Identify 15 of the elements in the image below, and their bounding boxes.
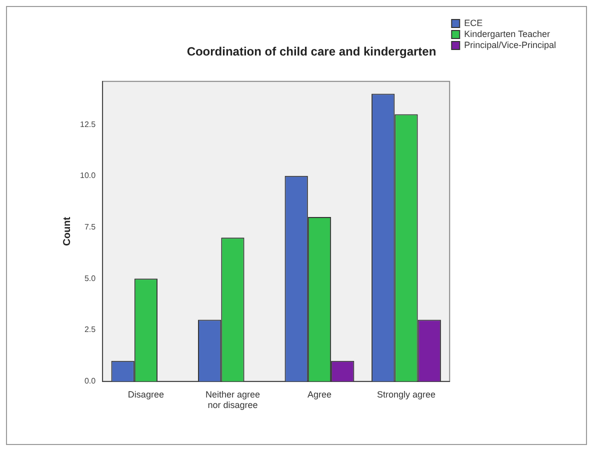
x-tick-label: Disagree [128, 389, 164, 400]
y-tick-label: 5.0 [84, 274, 96, 283]
x-tick-label: Strongly agree [376, 389, 436, 400]
y-tick-label: 2.5 [84, 325, 96, 334]
y-tick-label: 7.5 [84, 222, 96, 232]
y-tick-label: 0.0 [84, 376, 96, 386]
y-tick-label: 12.5 [80, 120, 96, 129]
legend-label: Principal/Vice-Principal [464, 40, 556, 50]
y-axis-title: Count [62, 216, 73, 246]
x-tick-label: Agree [307, 389, 332, 400]
legend-label: Kindergarten Teacher [464, 28, 550, 39]
chart-title: Coordination of child care and kindergarten [186, 44, 436, 59]
legend-label: ECE [464, 18, 483, 28]
y-tick-label: 10.0 [80, 171, 96, 180]
x-tick-label: Neither agree nor disagree [205, 389, 260, 410]
